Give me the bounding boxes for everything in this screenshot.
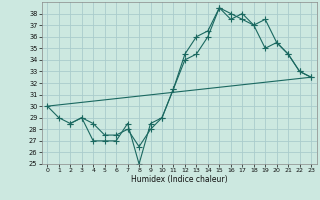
X-axis label: Humidex (Indice chaleur): Humidex (Indice chaleur) [131,175,228,184]
